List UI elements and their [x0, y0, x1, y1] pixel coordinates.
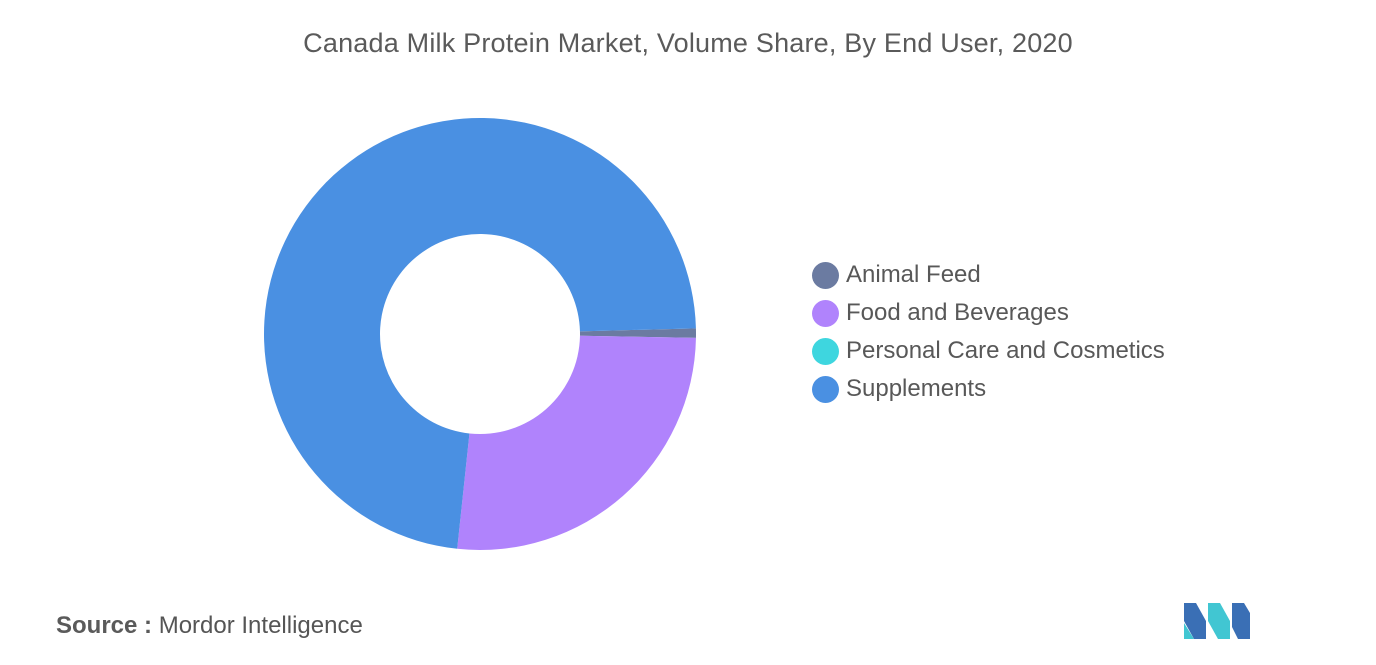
legend-label-supplements: Supplements [846, 375, 987, 402]
donut-slice-supplements[interactable] [264, 118, 696, 549]
legend-swatch-supplements [812, 375, 839, 403]
source-text: Mordor Intelligence [158, 612, 363, 639]
legend-item-animal-feed[interactable]: Animal Feed [812, 256, 1165, 294]
legend-item-personal-care-and-cosmetics[interactable]: Personal Care and Cosmetics [812, 332, 1165, 370]
chart-title: Canada Milk Protein Market, Volume Share… [303, 28, 1073, 58]
legend-label-food-and-beverages: Food and Beverages [846, 299, 1069, 326]
legend-item-food-and-beverages[interactable]: Food and Beverages [812, 294, 1165, 332]
legend-swatch-food-and-beverages [812, 299, 839, 327]
legend-item-supplements[interactable]: Supplements [812, 370, 1165, 408]
chart-legend: Animal Feed Food and Beverages Personal … [812, 256, 1165, 408]
legend-label-animal-feed: Animal Feed [846, 261, 981, 288]
source-note: Source : Mordor Intelligence [56, 612, 363, 640]
donut-slice-food-and-beverages[interactable] [457, 335, 696, 551]
donut-slice-animal-feed[interactable] [579, 328, 696, 338]
mordor-intelligence-logo-icon [1184, 603, 1250, 639]
legend-swatch-personal-care-and-cosmetics [812, 337, 839, 365]
source-prefix: Source : [56, 612, 153, 639]
legend-label-personal-care-and-cosmetics: Personal Care and Cosmetics [846, 337, 1165, 364]
legend-swatch-animal-feed [812, 261, 839, 289]
